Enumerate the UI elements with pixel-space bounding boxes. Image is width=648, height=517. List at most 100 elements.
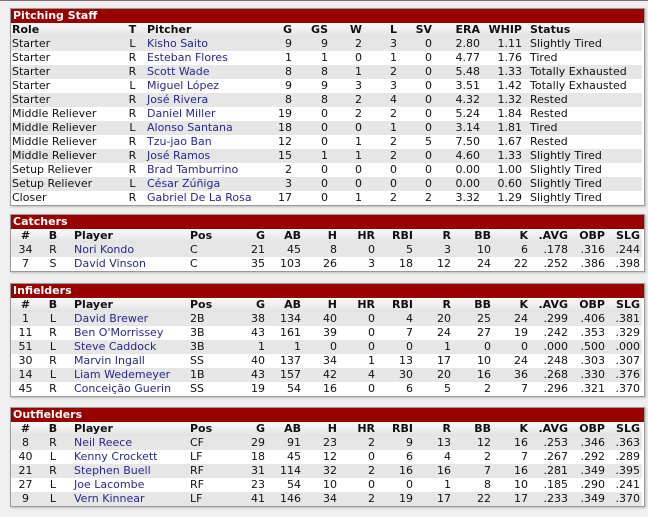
- column-header-pos[interactable]: Pos: [190, 229, 225, 243]
- column-header-t[interactable]: T: [125, 23, 140, 37]
- column-header-ab[interactable]: AB: [265, 422, 301, 436]
- column-header-g[interactable]: G: [225, 298, 265, 312]
- column-header-h[interactable]: H: [301, 229, 337, 243]
- player-row[interactable]: 9 L Vern Kinnear LF 41 146 34 2 19 17 22 17.233.349…: [11, 492, 642, 506]
- pitcher-name-link[interactable]: José Ramos: [140, 149, 265, 163]
- player-name-link[interactable]: David Vinson: [66, 257, 190, 271]
- column-header-b[interactable]: B: [40, 422, 66, 436]
- column-header-h[interactable]: H: [301, 422, 337, 436]
- column-header-bb[interactable]: BB: [451, 229, 491, 243]
- column-header-g[interactable]: G: [225, 229, 265, 243]
- column-header-rbi[interactable]: RBI: [375, 229, 413, 243]
- pitcher-name-link[interactable]: César Zúñiga: [140, 177, 265, 191]
- player-name-link[interactable]: Joe Lacombe: [66, 478, 190, 492]
- column-header-w[interactable]: W: [328, 23, 362, 37]
- pitcher-row[interactable]: Middle Reliever R Tzu-jao Ban 12 0 1 2 5 7.50 1.6…: [11, 135, 642, 149]
- pitcher-name-link[interactable]: Esteban Flores: [140, 51, 265, 65]
- column-header-num[interactable]: #: [11, 229, 40, 243]
- column-header-pos[interactable]: Pos: [190, 422, 225, 436]
- column-header-pos[interactable]: Pos: [190, 298, 225, 312]
- pitcher-row[interactable]: Starter R José Rivera 8 8 2 4 0 4.32 1.32 Rested: [11, 93, 642, 107]
- column-header-role[interactable]: Role: [11, 23, 125, 37]
- pitcher-name-link[interactable]: Tzu-jao Ban: [140, 135, 265, 149]
- column-header-h[interactable]: H: [301, 298, 337, 312]
- pitcher-name-link[interactable]: Scott Wade: [140, 65, 265, 79]
- column-header-avg[interactable]: .AVG: [528, 229, 568, 243]
- column-header-player[interactable]: Player: [66, 229, 190, 243]
- pitcher-name-link[interactable]: Gabriel De La Rosa: [140, 191, 265, 205]
- column-header-num[interactable]: #: [11, 298, 40, 312]
- player-row[interactable]: 21 R Stephen Buell RF 31 114 32 2 16 16 7 16.281.34…: [11, 464, 642, 478]
- column-header-sv[interactable]: SV: [397, 23, 432, 37]
- column-header-slg[interactable]: SLG: [605, 229, 642, 243]
- column-header-b[interactable]: B: [40, 229, 66, 243]
- player-row[interactable]: 45 R Conceição Guerin SS 19 54 16 0 6 5 2 7.296.321…: [11, 382, 642, 396]
- player-name-link[interactable]: Kenny Crockett: [66, 450, 190, 464]
- column-header-ab[interactable]: AB: [265, 229, 301, 243]
- player-name-link[interactable]: David Brewer: [66, 312, 190, 326]
- player-name-link[interactable]: Vern Kinnear: [66, 492, 190, 506]
- column-header-r[interactable]: R: [413, 422, 451, 436]
- column-header-whip[interactable]: WHIP: [480, 23, 522, 37]
- column-header-hr[interactable]: HR: [337, 422, 375, 436]
- pitcher-row[interactable]: Setup Reliever L César Zúñiga 3 0 0 0 0 0.00 0.60…: [11, 177, 642, 191]
- pitcher-row[interactable]: Middle Reliever R José Ramos 15 1 1 2 0 4.60 1.33…: [11, 149, 642, 163]
- pitcher-row[interactable]: Starter R Scott Wade 8 8 1 2 0 5.48 1.33 Totally E…: [11, 65, 642, 79]
- column-header-b[interactable]: B: [40, 298, 66, 312]
- pitcher-row[interactable]: Starter L Kisho Saito 9 9 2 3 0 2.80 1.11 Slightly…: [11, 37, 642, 51]
- column-header-status[interactable]: Status: [522, 23, 642, 37]
- player-row[interactable]: 27 L Joe Lacombe RF 23 54 10 0 0 1 8 10.185.290.241: [11, 478, 642, 492]
- column-header-bb[interactable]: BB: [451, 422, 491, 436]
- player-row[interactable]: 8 R Neil Reece CF 29 91 23 2 9 13 12 16.253.346.363: [11, 436, 642, 450]
- column-header-num[interactable]: #: [11, 422, 40, 436]
- column-header-gs[interactable]: GS: [292, 23, 328, 37]
- column-header-rbi[interactable]: RBI: [375, 422, 413, 436]
- player-row[interactable]: 40 L Kenny Crockett LF 18 45 12 0 6 4 2 7.267.292.2…: [11, 450, 642, 464]
- column-header-k[interactable]: K: [491, 422, 528, 436]
- pitcher-row[interactable]: Middle Reliever L Alonso Santana 18 0 0 1 0 3.14…: [11, 121, 642, 135]
- column-header-r[interactable]: R: [413, 298, 451, 312]
- column-header-slg[interactable]: SLG: [605, 422, 642, 436]
- column-header-g[interactable]: G: [265, 23, 292, 37]
- column-header-era[interactable]: ERA: [432, 23, 480, 37]
- column-header-k[interactable]: K: [491, 298, 528, 312]
- player-row[interactable]: 7 S David Vinson C 35 103 26 3 18 12 24 22.252.386.…: [11, 257, 642, 271]
- column-header-player[interactable]: Player: [66, 422, 190, 436]
- column-header-avg[interactable]: .AVG: [528, 298, 568, 312]
- player-row[interactable]: 30 R Marvin Ingall SS 40 137 34 1 13 17 10 24.248.3…: [11, 354, 642, 368]
- column-header-l[interactable]: L: [362, 23, 397, 37]
- column-header-slg[interactable]: SLG: [605, 298, 642, 312]
- column-header-avg[interactable]: .AVG: [528, 422, 568, 436]
- player-name-link[interactable]: Liam Wedemeyer: [66, 368, 190, 382]
- pitcher-row[interactable]: Starter R Esteban Flores 1 1 0 1 0 4.77 1.76 Tired: [11, 51, 642, 65]
- column-header-bb[interactable]: BB: [451, 298, 491, 312]
- pitcher-name-link[interactable]: Daniel Miller: [140, 107, 265, 121]
- column-header-hr[interactable]: HR: [337, 229, 375, 243]
- player-name-link[interactable]: Neil Reece: [66, 436, 190, 450]
- pitcher-name-link[interactable]: Kisho Saito: [140, 37, 265, 51]
- player-name-link[interactable]: Ben O'Morrissey: [66, 326, 190, 340]
- column-header-pitcher[interactable]: Pitcher: [140, 23, 265, 37]
- pitcher-row[interactable]: Middle Reliever R Daniel Miller 19 0 2 2 0 5.24 1…: [11, 107, 642, 121]
- player-row[interactable]: 34 R Nori Kondo C 21 45 8 0 5 3 10 6.178.316.244: [11, 243, 642, 257]
- column-header-obp[interactable]: OBP: [568, 422, 605, 436]
- pitcher-row[interactable]: Starter L Miguel López 9 9 3 3 0 3.51 1.42 Totally…: [11, 79, 642, 93]
- column-header-obp[interactable]: OBP: [568, 229, 605, 243]
- player-name-link[interactable]: Stephen Buell: [66, 464, 190, 478]
- column-header-ab[interactable]: AB: [265, 298, 301, 312]
- column-header-g[interactable]: G: [225, 422, 265, 436]
- player-name-link[interactable]: Nori Kondo: [66, 243, 190, 257]
- column-header-obp[interactable]: OBP: [568, 298, 605, 312]
- player-name-link[interactable]: Conceição Guerin: [66, 382, 190, 396]
- pitcher-name-link[interactable]: Miguel López: [140, 79, 265, 93]
- pitcher-row[interactable]: Setup Reliever R Brad Tamburrino 2 0 0 0 0 0.00 1…: [11, 163, 642, 177]
- player-row[interactable]: 14 L Liam Wedemeyer 1B 43 157 42 4 30 20 16 36.268.…: [11, 368, 642, 382]
- pitcher-row[interactable]: Closer R Gabriel De La Rosa 17 0 1 2 2 3.32 1.29 S…: [11, 191, 642, 205]
- player-row[interactable]: 51 L Steve Caddock 3B 1 1 0 0 0 1 0 0.000.500.000: [11, 340, 642, 354]
- pitcher-name-link[interactable]: Brad Tamburrino: [140, 163, 265, 177]
- column-header-rbi[interactable]: RBI: [375, 298, 413, 312]
- column-header-k[interactable]: K: [491, 229, 528, 243]
- column-header-hr[interactable]: HR: [337, 298, 375, 312]
- pitcher-name-link[interactable]: José Rivera: [140, 93, 265, 107]
- player-row[interactable]: 11 R Ben O'Morrissey 3B 43 161 39 0 7 24 27 19.242.…: [11, 326, 642, 340]
